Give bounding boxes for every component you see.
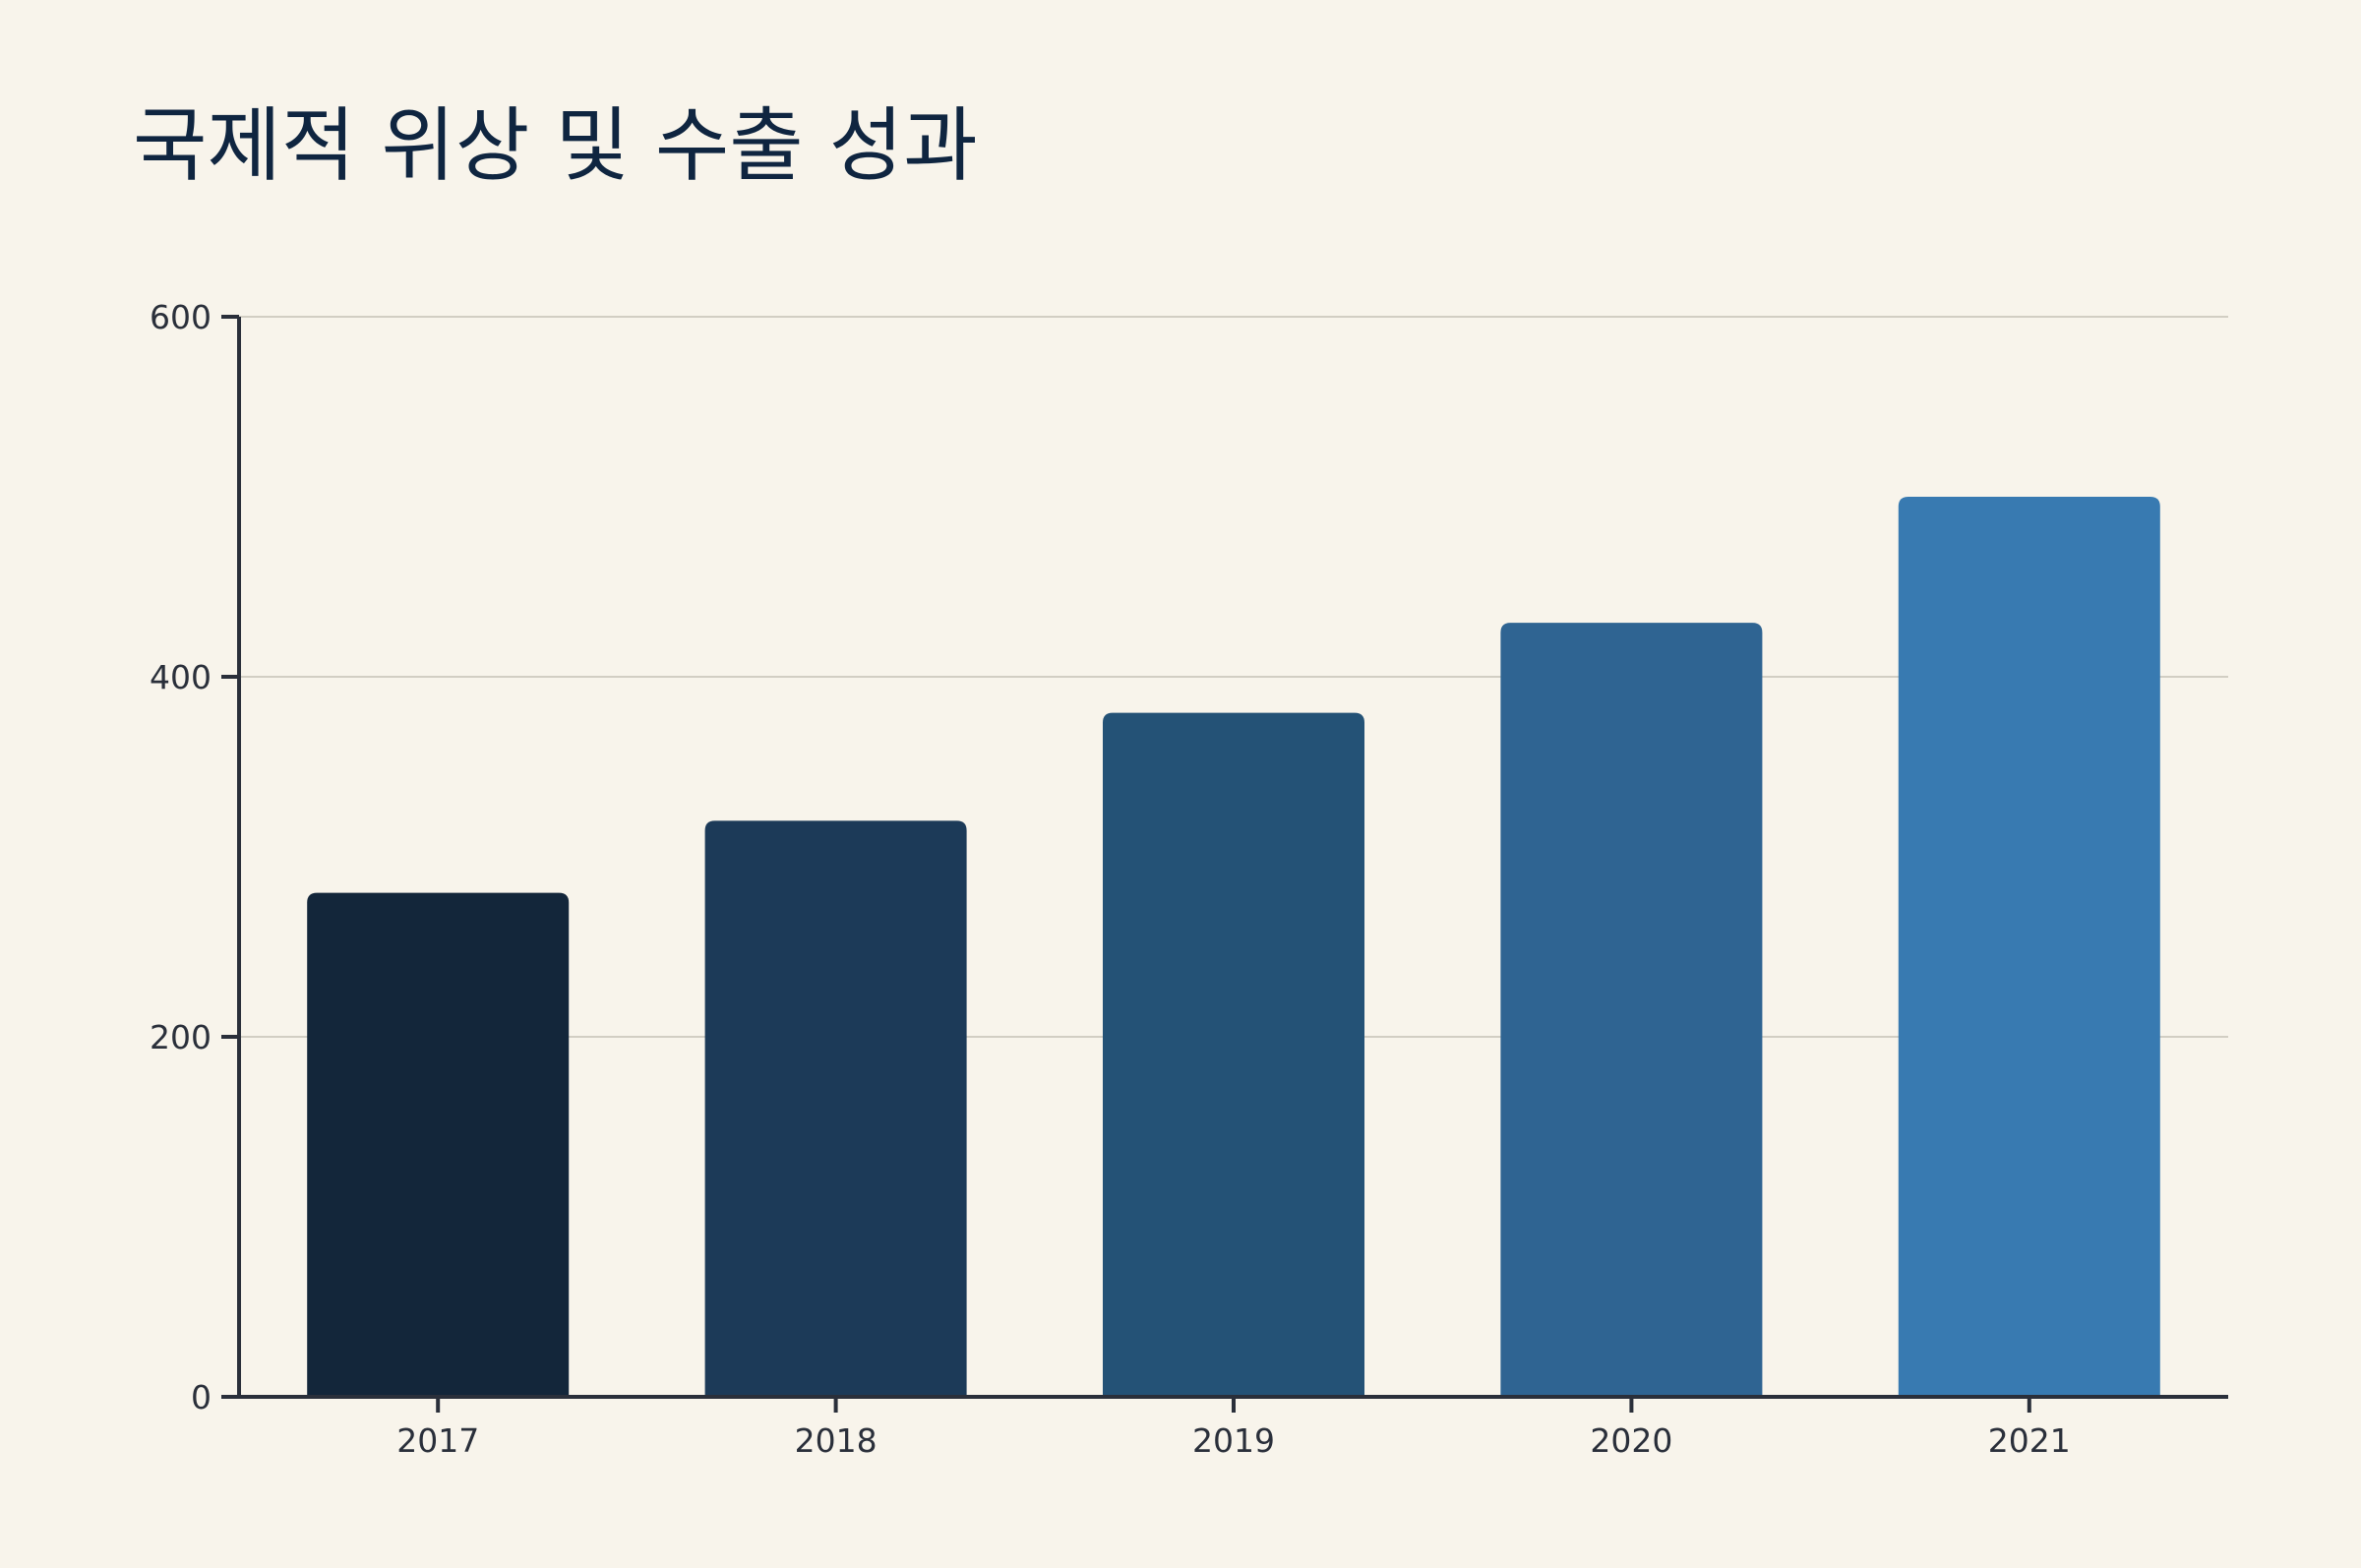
y-tick-label: 200 (150, 1018, 212, 1056)
axes (221, 315, 2228, 1413)
y-tick-label: 600 (150, 298, 212, 336)
y-tick-label: 0 (191, 1378, 212, 1417)
bar-2019 (1103, 712, 1364, 1397)
y-tick-label: 400 (150, 658, 212, 696)
tick-labels: 0 200 400 600 2017 2018 2019 2020 2021 (150, 298, 2071, 1460)
x-tick-label: 2018 (795, 1421, 878, 1460)
bar-2020 (1500, 623, 1763, 1397)
bar-2021 (1898, 497, 2160, 1397)
bar-2018 (704, 820, 967, 1397)
bars (307, 497, 2160, 1397)
x-tick-label: 2020 (1590, 1421, 1672, 1460)
chart-title: 국제적 위상 및 수출 성과 (133, 99, 978, 193)
x-tick-label: 2017 (396, 1421, 479, 1460)
x-tick-label: 2019 (1192, 1421, 1275, 1460)
bar-2017 (307, 892, 570, 1397)
x-tick-label: 2021 (1988, 1421, 2071, 1460)
